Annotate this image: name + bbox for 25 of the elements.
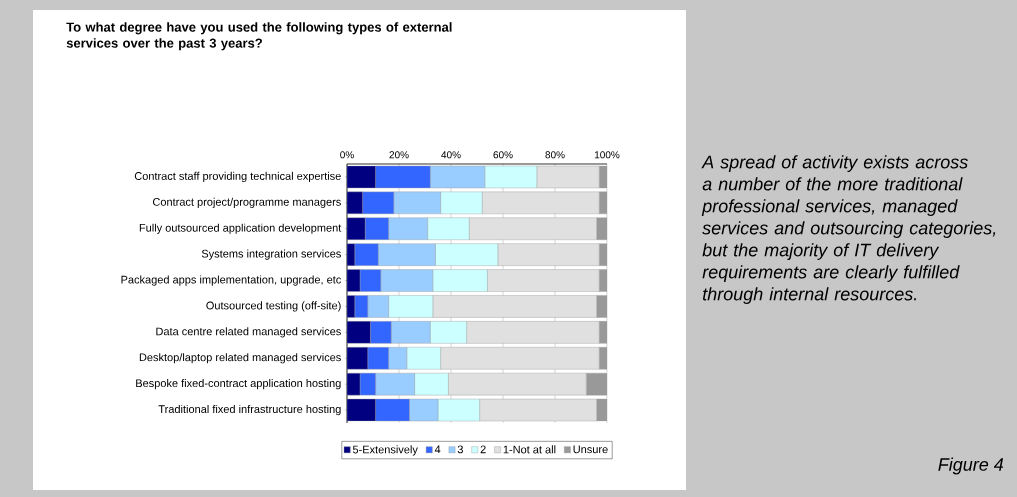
caption: Figure 4 xyxy=(938,457,1004,475)
x-tick-label: 100% xyxy=(594,151,620,159)
legend-label: 1-Not at all xyxy=(503,445,556,454)
y-tick-label: Outsourced testing (off-site) xyxy=(206,301,341,312)
legend-label: 2 xyxy=(480,445,486,454)
legend-label: 3 xyxy=(457,445,463,454)
y-tick-label: Traditional fixed infrastructure hosting xyxy=(158,404,341,416)
y-tick-label: Desktop/laptop related managed services xyxy=(139,353,341,364)
y-tick-label: Packaged apps implementation, upgrade, etc xyxy=(121,275,342,286)
legend-label: 5-Extensively xyxy=(352,445,418,456)
x-tick-label: 20% xyxy=(389,151,409,159)
chart-title: To what degree have you used the following types of external services over the past 3 years? xyxy=(66,22,452,51)
y-tick-label: Bespoke fixed-contract application hosting xyxy=(136,379,341,390)
y-tick-label: Systems integration services xyxy=(201,249,341,260)
x-tick-label: 40% xyxy=(441,151,461,159)
legend-label: Unsure xyxy=(573,445,608,454)
x-tick-label: 0% xyxy=(340,151,354,159)
y-tick-label: Data centre related managed services xyxy=(156,327,341,338)
y-tick-label: Fully outsourced application development xyxy=(139,223,342,234)
y-tick-label: Contract staff providing technical expertise xyxy=(134,171,341,183)
x-tick-label: 60% xyxy=(493,151,513,159)
legend-label: 4 xyxy=(434,445,441,454)
x-tick-label: 80% xyxy=(545,151,565,159)
text: A spread of activity exists across a number of the more traditional professional services, managed services and outsourcing categories, but the majority of IT delivery requirements are clearly fulfilled through internal resources. xyxy=(701,155,996,304)
y-tick-label: Contract project/programme managers xyxy=(152,197,341,208)
